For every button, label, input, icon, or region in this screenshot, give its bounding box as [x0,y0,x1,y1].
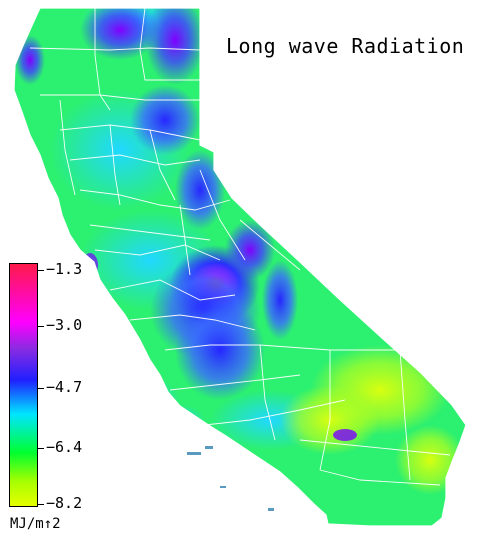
legend-tick-mark [38,504,44,505]
map-title: Long wave Radiation [226,34,465,58]
legend-tick-mark [38,388,44,389]
legend-tick-mark [38,448,44,449]
legend-tick-label: −3.0 [46,316,83,334]
legend-tick-mark [38,270,44,271]
legend-tick-label: −6.4 [46,438,83,456]
legend-colorbar [9,263,38,507]
legend-tick-label: −8.2 [46,494,83,512]
channel-islands [187,446,274,511]
legend-tick-label: −4.7 [46,378,83,396]
legend-unit-label: MJ/m↑2 [10,516,61,532]
legend-tick-mark [38,326,44,327]
legend-tick-label: −1.3 [46,260,83,278]
county-boundaries [29,8,451,486]
